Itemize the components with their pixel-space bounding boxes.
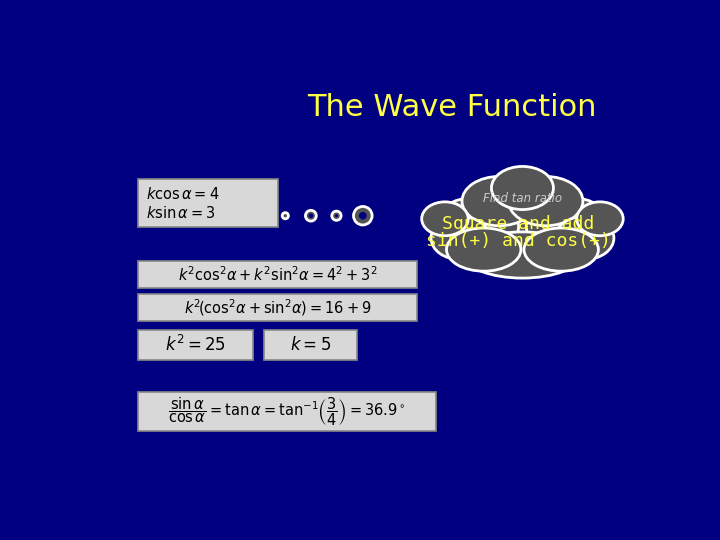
Text: $k\sin\alpha = 3$: $k\sin\alpha = 3$ xyxy=(145,205,215,221)
Circle shape xyxy=(335,214,338,217)
Ellipse shape xyxy=(433,197,518,256)
Ellipse shape xyxy=(492,166,554,210)
Ellipse shape xyxy=(453,193,593,267)
Text: $k^2\cos^2\!\alpha + k^2\sin^2\!\alpha = 4^2 + 3^2$: $k^2\cos^2\!\alpha + k^2\sin^2\!\alpha =… xyxy=(178,265,377,284)
Text: $k^2 = 25$: $k^2 = 25$ xyxy=(165,335,226,355)
Ellipse shape xyxy=(446,228,521,271)
Circle shape xyxy=(282,213,289,219)
Circle shape xyxy=(305,211,316,221)
FancyBboxPatch shape xyxy=(138,179,277,226)
Text: $k = 5$: $k = 5$ xyxy=(290,336,331,354)
Text: sin(+) and cos(+): sin(+) and cos(+) xyxy=(426,232,611,250)
Ellipse shape xyxy=(524,228,598,271)
Ellipse shape xyxy=(526,197,611,256)
Circle shape xyxy=(309,213,313,218)
FancyBboxPatch shape xyxy=(138,261,417,288)
Text: Square and add: Square and add xyxy=(443,215,595,233)
FancyBboxPatch shape xyxy=(138,330,253,360)
Ellipse shape xyxy=(508,177,583,226)
Text: $k\cos\alpha = 4$: $k\cos\alpha = 4$ xyxy=(145,186,220,202)
Text: $k^2\!\left(\cos^2\!\alpha + \sin^2\!\alpha\right) = 16 + 9$: $k^2\!\left(\cos^2\!\alpha + \sin^2\!\al… xyxy=(184,298,372,318)
Ellipse shape xyxy=(577,202,624,236)
Ellipse shape xyxy=(464,232,580,278)
Text: The Wave Function: The Wave Function xyxy=(307,93,596,122)
Circle shape xyxy=(332,211,341,220)
Circle shape xyxy=(359,212,366,220)
FancyBboxPatch shape xyxy=(138,294,417,321)
FancyBboxPatch shape xyxy=(264,330,357,360)
FancyBboxPatch shape xyxy=(138,392,436,430)
Circle shape xyxy=(354,206,372,225)
Ellipse shape xyxy=(555,217,614,260)
Ellipse shape xyxy=(431,217,490,260)
Ellipse shape xyxy=(462,177,536,226)
Ellipse shape xyxy=(422,202,468,236)
Text: Find tan ratio: Find tan ratio xyxy=(483,192,562,205)
Text: $\dfrac{\sin\alpha}{\cos\alpha} = \tan\alpha = \tan^{-1}\!\left(\dfrac{3}{4}\rig: $\dfrac{\sin\alpha}{\cos\alpha} = \tan\a… xyxy=(168,395,406,428)
